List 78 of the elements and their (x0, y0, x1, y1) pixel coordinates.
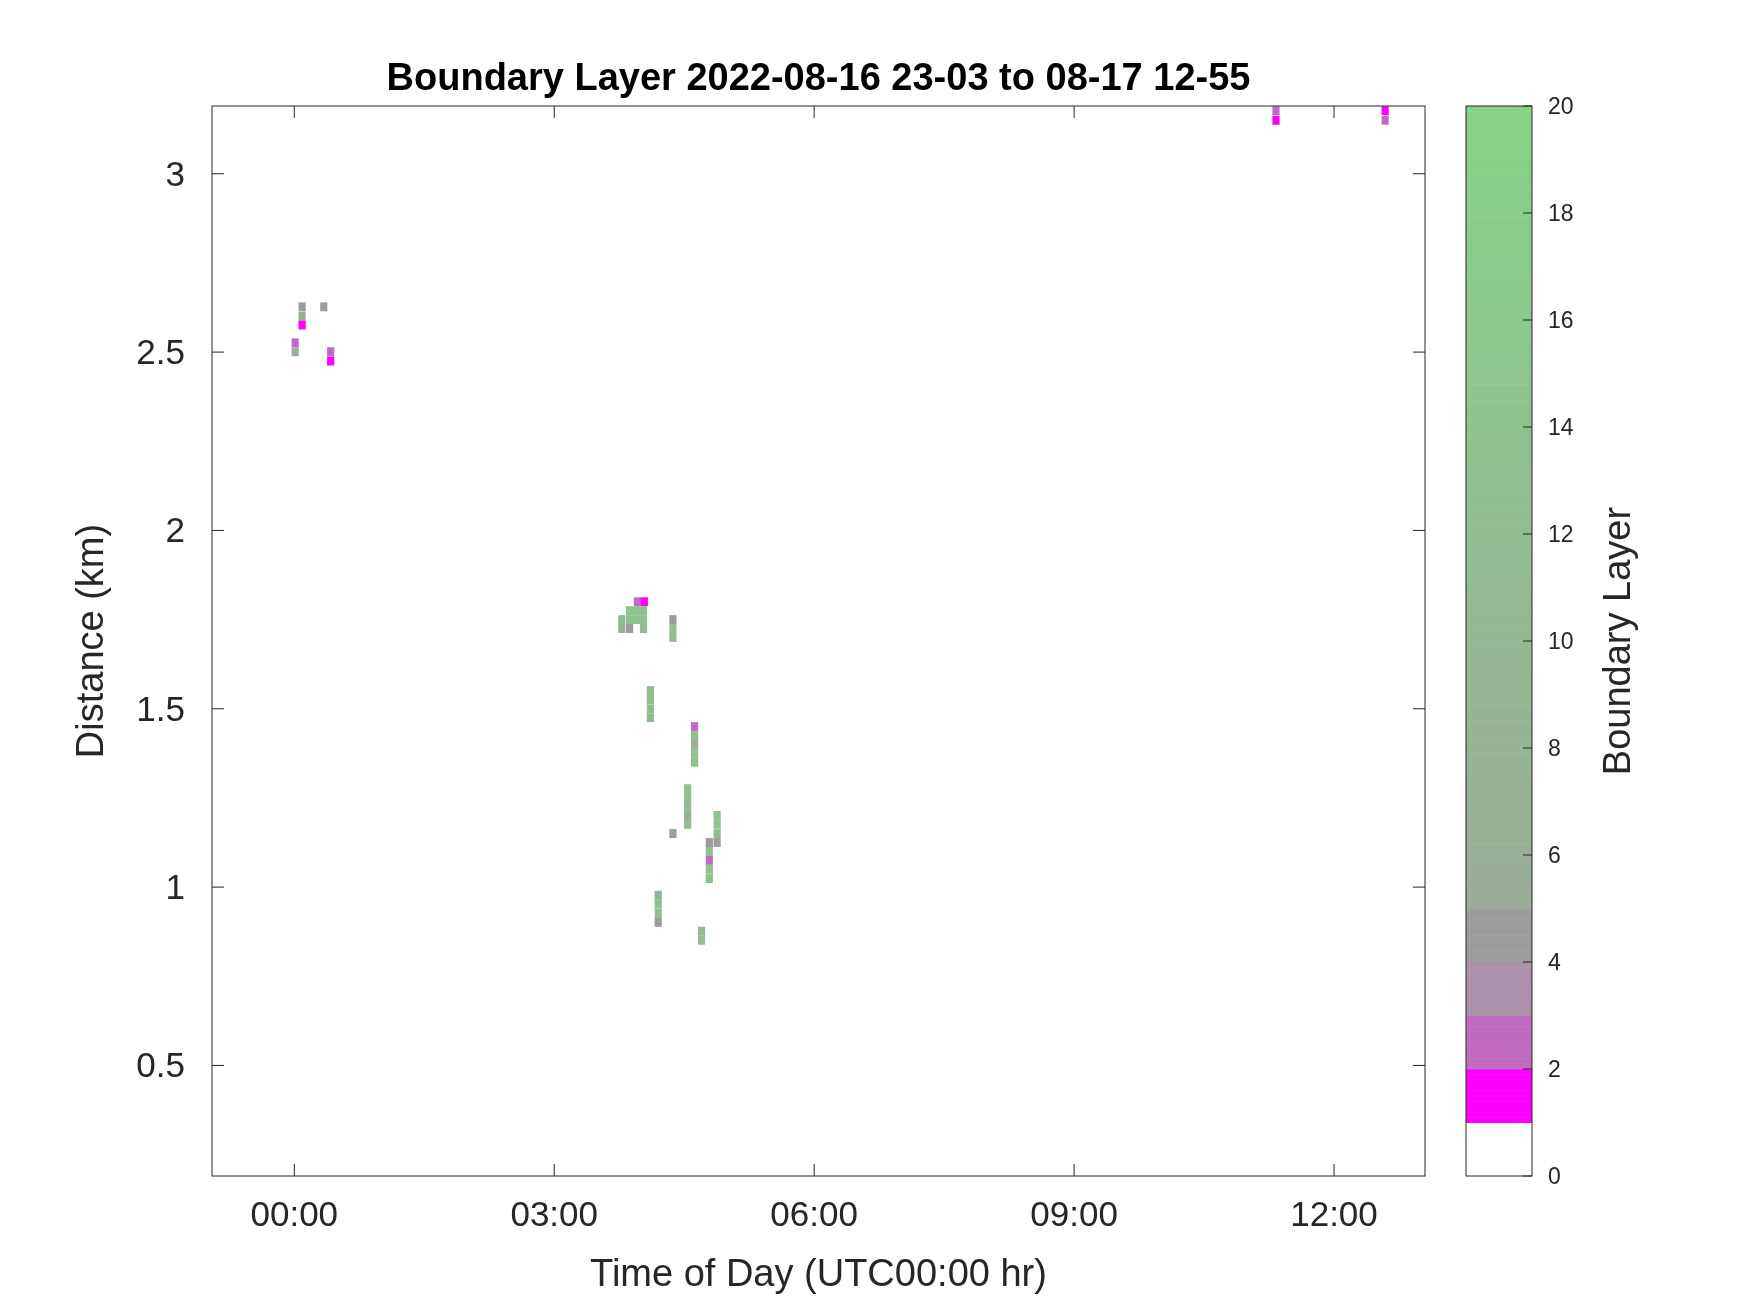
point (291, 338, 299, 348)
point (633, 597, 642, 607)
point (684, 784, 692, 794)
point (684, 819, 692, 829)
color-bar-label: 2 (1548, 1056, 1561, 1082)
point (298, 311, 306, 321)
point (1272, 115, 1280, 125)
point (320, 302, 328, 312)
point (691, 739, 699, 749)
point (705, 864, 713, 874)
color-bar-title: Boundary Layer (1596, 506, 1638, 776)
point (684, 793, 692, 803)
point (626, 606, 634, 616)
point (713, 819, 721, 829)
point (626, 624, 634, 633)
point (705, 855, 713, 865)
point (1381, 115, 1389, 125)
x-tick-label: 09:00 (1030, 1194, 1118, 1233)
y-tick-label: 0.5 (136, 1045, 185, 1085)
point (1272, 106, 1280, 116)
point (291, 347, 299, 357)
point (691, 731, 699, 740)
point (654, 909, 662, 918)
point (684, 810, 692, 820)
point (684, 802, 692, 811)
point (691, 722, 699, 732)
color-bar-label: 12 (1548, 521, 1574, 547)
point (669, 632, 677, 642)
point (713, 838, 721, 847)
point (639, 606, 648, 616)
point (640, 597, 648, 607)
point (654, 899, 662, 909)
point (697, 926, 706, 936)
color-bar-label: 14 (1548, 414, 1574, 440)
color-bar-label: 0 (1548, 1163, 1561, 1189)
point (618, 615, 626, 625)
color-bar-label: 20 (1548, 93, 1574, 119)
x-tick-label: 12:00 (1290, 1194, 1378, 1233)
point (713, 810, 721, 820)
x-tick-label: 00:00 (250, 1194, 339, 1233)
point (327, 347, 335, 357)
point (705, 846, 713, 856)
y-tick-label: 3 (165, 153, 185, 193)
point (691, 757, 699, 767)
point (298, 302, 306, 312)
color-bar-label: 8 (1548, 735, 1561, 761)
x-tick-label: 03:00 (510, 1194, 599, 1233)
point (669, 624, 677, 633)
color-bar-label: 16 (1548, 307, 1574, 333)
y-tick-label: 2.5 (136, 332, 185, 372)
point (705, 838, 713, 847)
x-tick-label: 06:00 (770, 1194, 858, 1233)
point (669, 615, 677, 625)
point (654, 917, 662, 927)
point (646, 695, 655, 704)
point (691, 748, 699, 758)
point (626, 615, 634, 625)
chart-title: Boundary Layer 2022-08-16 23-03 to 08-17 12-55 (386, 56, 1251, 98)
point (654, 890, 662, 900)
point (646, 704, 655, 714)
y-axis-title: Distance (km) (69, 523, 111, 759)
color-bar-label: 18 (1548, 200, 1574, 226)
color-bar-label: 6 (1548, 842, 1561, 868)
point (646, 713, 655, 723)
point (646, 686, 655, 696)
y-tick-label: 2 (165, 510, 185, 550)
y-tick-label: 1 (165, 867, 185, 907)
point (618, 624, 626, 633)
color-bar-label: 4 (1548, 949, 1561, 975)
x-axis-title: Time of Day (UTC00:00 hr) (590, 1252, 1047, 1294)
color-bar-label: 10 (1548, 628, 1574, 654)
point (639, 615, 648, 625)
point (697, 935, 706, 945)
point (713, 829, 721, 839)
point (669, 829, 677, 839)
point (705, 874, 713, 883)
y-tick-label: 1.5 (136, 688, 185, 728)
point (639, 624, 648, 633)
